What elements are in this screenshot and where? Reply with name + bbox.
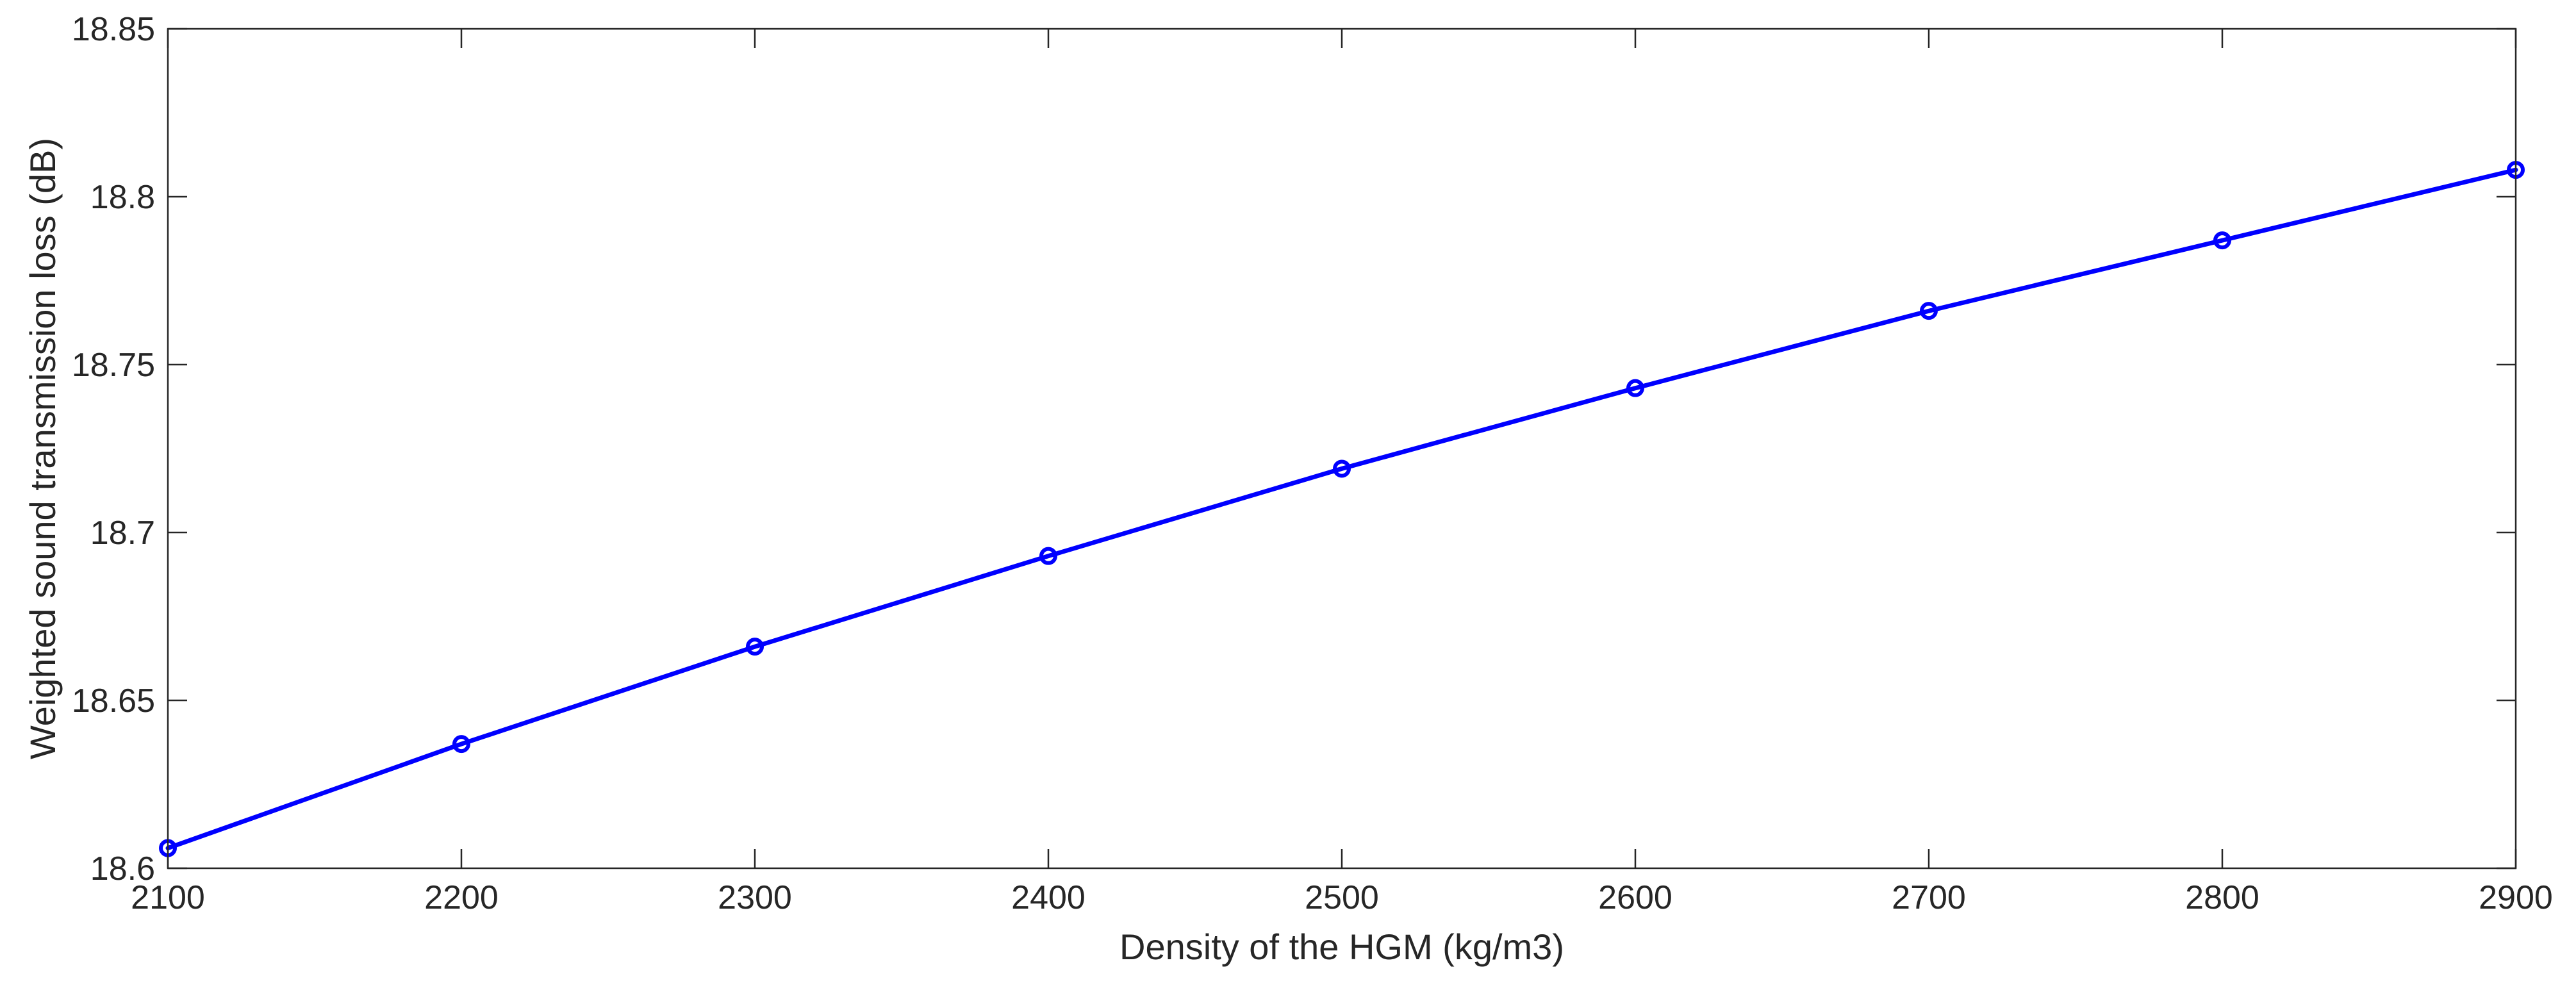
x-tick-label: 2600 [1598, 879, 1672, 916]
x-tick-label: 2700 [1892, 879, 1966, 916]
x-tick-label: 2800 [2185, 879, 2259, 916]
x-tick-label: 2900 [2479, 879, 2553, 916]
y-tick-label: 18.8 [90, 179, 155, 216]
data-point [1333, 459, 1351, 478]
data-point [1039, 547, 1057, 565]
y-tick-label: 18.6 [90, 850, 155, 887]
y-tick-label: 18.85 [72, 11, 155, 48]
plot-area [168, 29, 2516, 868]
y-tick-label: 18.7 [90, 515, 155, 552]
plot-frame [167, 28, 2517, 870]
axis-labels: 2100 2200 2300 2400 2500 2600 2700 2800 2900 18.6… [72, 11, 2553, 916]
x-tick-label: 2100 [131, 879, 205, 916]
x-tick-label: 2500 [1305, 879, 1379, 916]
data-point [746, 638, 764, 656]
data-point [1920, 302, 1938, 320]
data-point [452, 735, 470, 754]
y-tick-label: 18.65 [72, 682, 155, 720]
data-point [1626, 379, 1644, 397]
y-axis-title: Weighted sound transmission loss (dB) [22, 138, 63, 759]
data-point [2213, 231, 2231, 250]
data-series [159, 161, 2525, 857]
x-tick-label: 2200 [424, 879, 499, 916]
series-line [165, 167, 2518, 851]
x-tick-label: 2300 [718, 879, 792, 916]
x-axis-title: Density of the HGM (kg/m3) [1119, 927, 1564, 967]
y-tick-label: 18.75 [72, 347, 155, 384]
x-tick-label: 2400 [1011, 879, 1086, 916]
